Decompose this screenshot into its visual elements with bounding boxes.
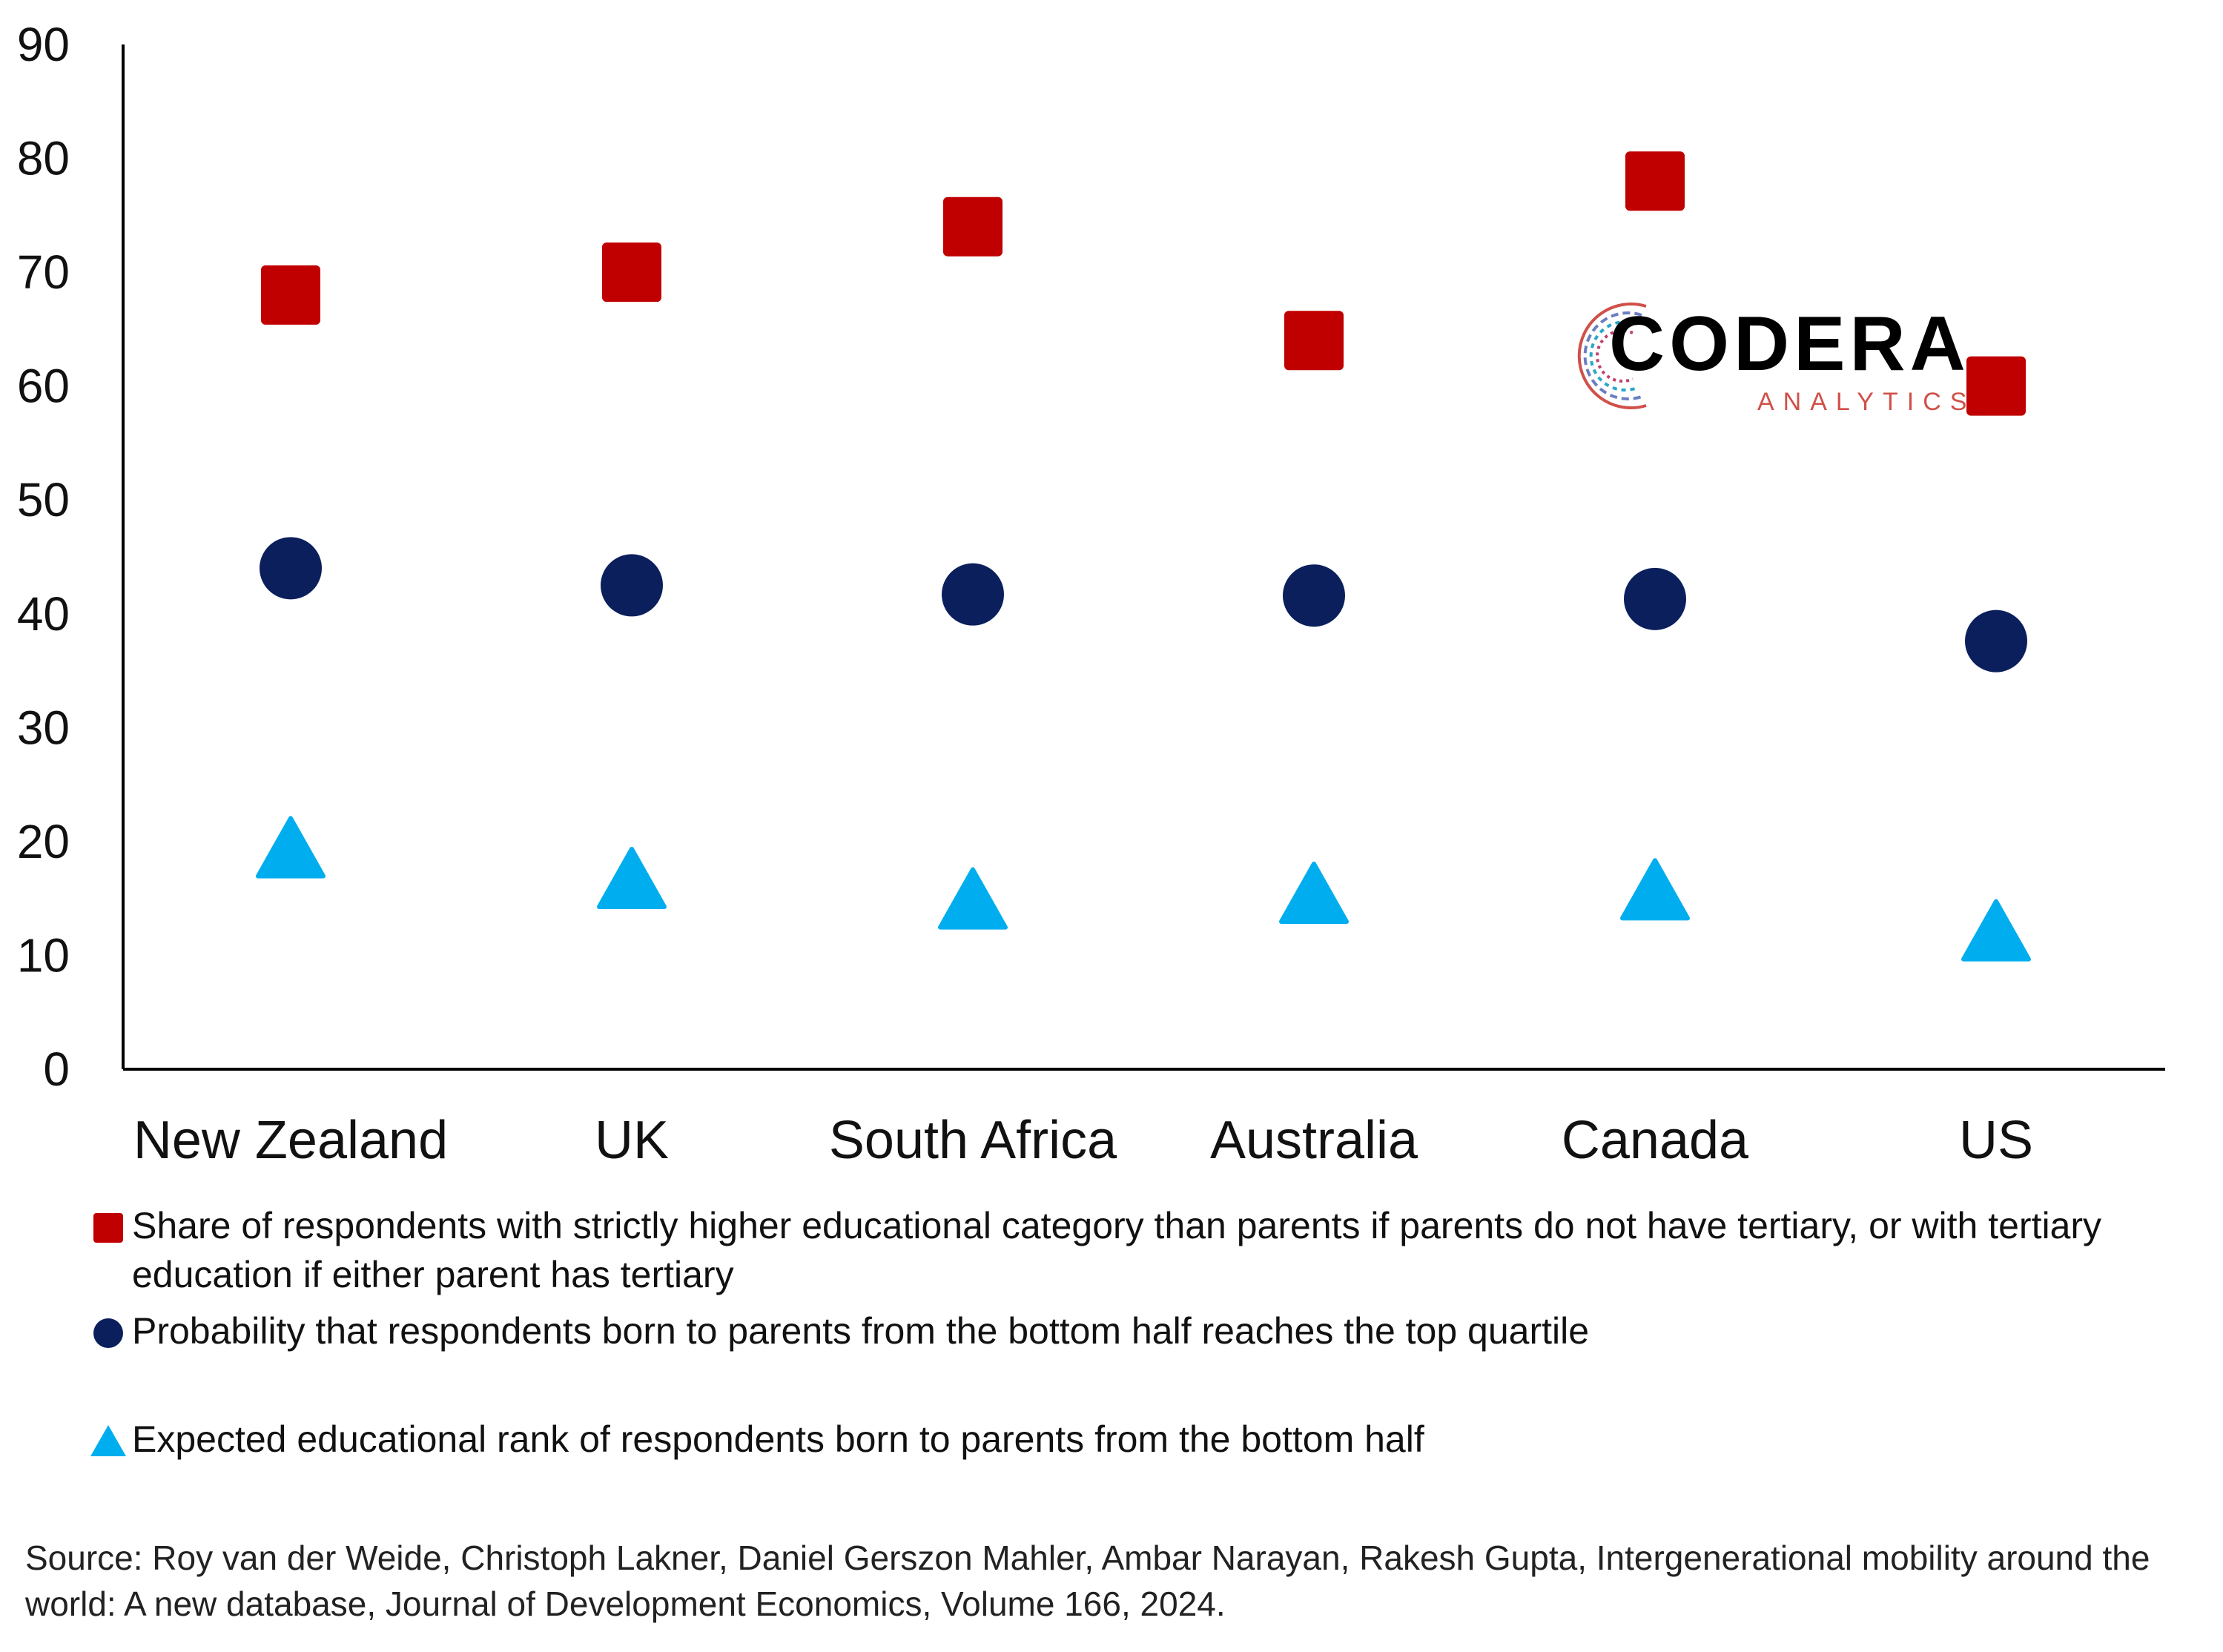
source-note: Source: Roy van der Weide, Christoph Lak… <box>25 1539 2150 1623</box>
triangle-point <box>1961 899 2031 962</box>
circle-point <box>942 563 1004 626</box>
y-tick-label: 70 <box>17 245 70 299</box>
y-tick-label: 40 <box>17 587 70 641</box>
x-tick-label: South Africa <box>829 1111 1117 1170</box>
circle-marker-icon <box>93 1318 123 1348</box>
logo-wordmark: CODERA <box>1609 301 1970 387</box>
logo-subtitle: ANALYTICS <box>1757 388 1976 416</box>
x-tick-label: US <box>1959 1111 2033 1170</box>
square-point <box>602 242 661 303</box>
y-tick-label: 90 <box>17 18 70 71</box>
y-tick-label: 20 <box>17 815 70 868</box>
chart-plot: 0 10 20 30 40 50 60 70 80 90 New Zealand UK South A… <box>17 18 2165 1170</box>
triangle-point <box>1279 861 1349 924</box>
square-point <box>1284 311 1344 371</box>
legend-label: Expected educational rank of respondents… <box>132 1418 1424 1460</box>
legend-item-expected-rank: Expected educational rank of respondents… <box>89 1415 2202 1464</box>
triangle-point <box>256 816 326 879</box>
codera-logo: CODERA ANALYTICS <box>1565 285 1980 426</box>
chart-marks <box>256 151 2031 962</box>
square-point <box>261 265 320 325</box>
triangle-marker-icon <box>90 1425 126 1456</box>
square-point <box>1625 151 1685 211</box>
circle-point <box>1965 609 2027 673</box>
circle-point <box>1624 567 1686 630</box>
triangle-point <box>597 847 667 910</box>
legend-label: Probability that respondents born to par… <box>132 1310 1590 1352</box>
logo-mark-icon <box>1577 303 1647 409</box>
x-tick-label: New Zealand <box>133 1111 448 1170</box>
x-tick-label: Australia <box>1210 1111 1418 1170</box>
triangle-point <box>938 867 1008 930</box>
circle-point <box>601 554 663 617</box>
y-tick-label: 10 <box>17 928 70 982</box>
x-tick-label: Canada <box>1562 1111 1749 1170</box>
y-tick-label: 30 <box>17 701 70 754</box>
circle-point <box>1283 564 1345 627</box>
y-tick-label: 80 <box>17 132 70 185</box>
x-axis-labels: New Zealand UK South Africa Australia Canada… <box>133 1111 2033 1170</box>
circle-point <box>260 537 322 600</box>
y-axis-ticks: 0 10 20 30 40 50 60 70 80 90 <box>17 18 70 1096</box>
square-point <box>1966 356 2026 416</box>
legend-label: Share of respondents with strictly highe… <box>132 1205 2102 1295</box>
chart-legend: Share of respondents with strictly highe… <box>89 1201 2202 1464</box>
square-point <box>943 196 1003 257</box>
legend-item-top-quartile-probability: Probability that respondents born to par… <box>89 1306 2202 1355</box>
y-tick-label: 0 <box>43 1043 70 1096</box>
legend-item-higher-education: Share of respondents with strictly highe… <box>89 1201 2202 1299</box>
y-tick-label: 50 <box>17 473 70 526</box>
y-tick-label: 60 <box>17 360 70 413</box>
square-marker-icon <box>93 1213 123 1243</box>
triangle-point <box>1620 858 1690 921</box>
x-tick-label: UK <box>595 1111 669 1170</box>
